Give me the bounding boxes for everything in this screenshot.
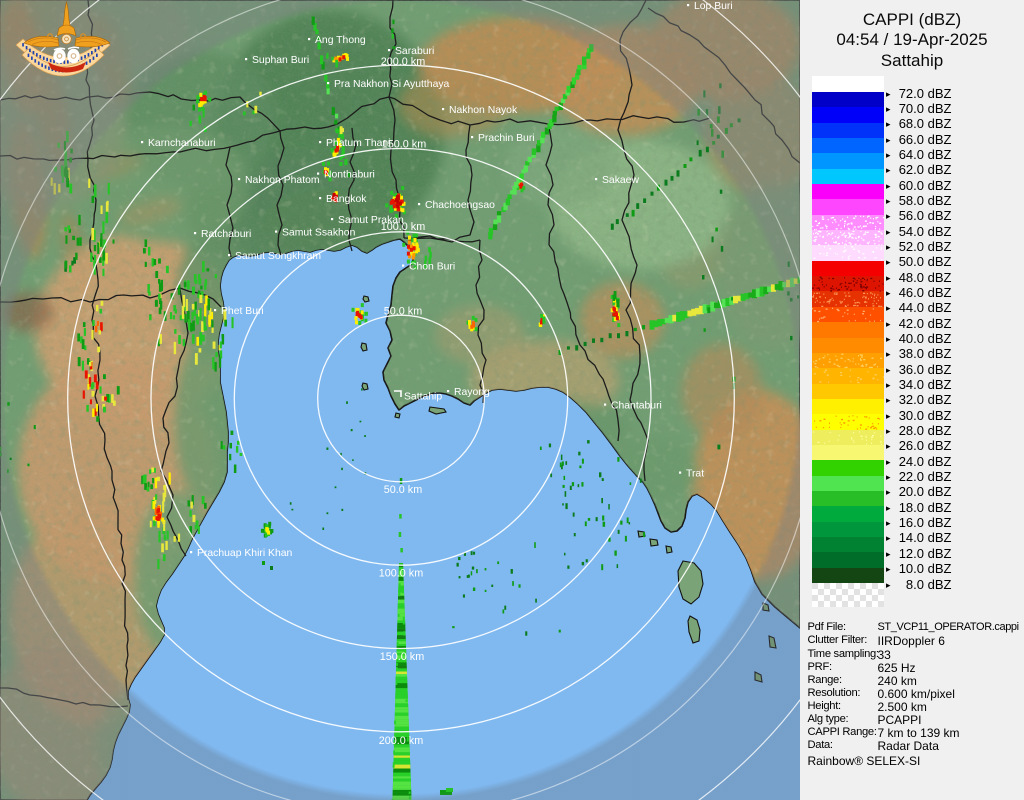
svg-text:Nakhon Nayok: Nakhon Nayok bbox=[449, 105, 518, 116]
svg-text:Chantaburi: Chantaburi bbox=[611, 401, 662, 412]
svg-text:200.0 km: 200.0 km bbox=[381, 56, 425, 68]
svg-text:150.0 km: 150.0 km bbox=[382, 139, 426, 151]
svg-text:Sattahip: Sattahip bbox=[404, 392, 442, 403]
svg-text:Rayong: Rayong bbox=[454, 387, 490, 398]
svg-text:Samut Ssakhon: Samut Ssakhon bbox=[282, 228, 356, 239]
svg-text:Saraburi: Saraburi bbox=[395, 46, 434, 57]
svg-text:Sakaew: Sakaew bbox=[602, 175, 639, 186]
svg-text:Samut Songkhram: Samut Songkhram bbox=[235, 251, 321, 262]
svg-text:Ratchaburi: Ratchaburi bbox=[201, 229, 251, 240]
svg-text:Karnchanaburi: Karnchanaburi bbox=[148, 138, 216, 149]
svg-text:Chon Buri: Chon Buri bbox=[409, 262, 455, 273]
svg-text:100.0 km: 100.0 km bbox=[381, 221, 425, 233]
svg-text:Trat: Trat bbox=[686, 469, 704, 480]
svg-text:Prachin Buri: Prachin Buri bbox=[478, 133, 535, 144]
svg-text:Samut Prakan: Samut Prakan bbox=[338, 215, 404, 226]
svg-text:Chachoengsao: Chachoengsao bbox=[425, 200, 495, 211]
svg-text:200.0 km: 200.0 km bbox=[379, 735, 423, 747]
svg-text:Phatum Thani: Phatum Thani bbox=[326, 138, 391, 149]
svg-text:Ang Thong: Ang Thong bbox=[315, 35, 366, 46]
svg-text:Nonthaburi: Nonthaburi bbox=[324, 170, 375, 181]
svg-text:Suphan Buri: Suphan Buri bbox=[252, 55, 309, 66]
svg-text:Lop Buri: Lop Buri bbox=[694, 1, 733, 12]
svg-text:150.0 km: 150.0 km bbox=[380, 651, 424, 663]
svg-text:50.0 km: 50.0 km bbox=[384, 306, 422, 318]
svg-text:100.0 km: 100.0 km bbox=[379, 568, 423, 580]
svg-text:Bangkok: Bangkok bbox=[326, 194, 367, 205]
svg-text:50.0 km: 50.0 km bbox=[384, 484, 422, 496]
svg-text:Phet Buri: Phet Buri bbox=[221, 306, 264, 317]
svg-text:Prachuap Khiri Khan: Prachuap Khiri Khan bbox=[197, 548, 293, 559]
svg-text:Pra Nakhon Si Ayutthaya: Pra Nakhon Si Ayutthaya bbox=[334, 79, 450, 90]
svg-text:Nakhon Phatom: Nakhon Phatom bbox=[245, 175, 320, 186]
